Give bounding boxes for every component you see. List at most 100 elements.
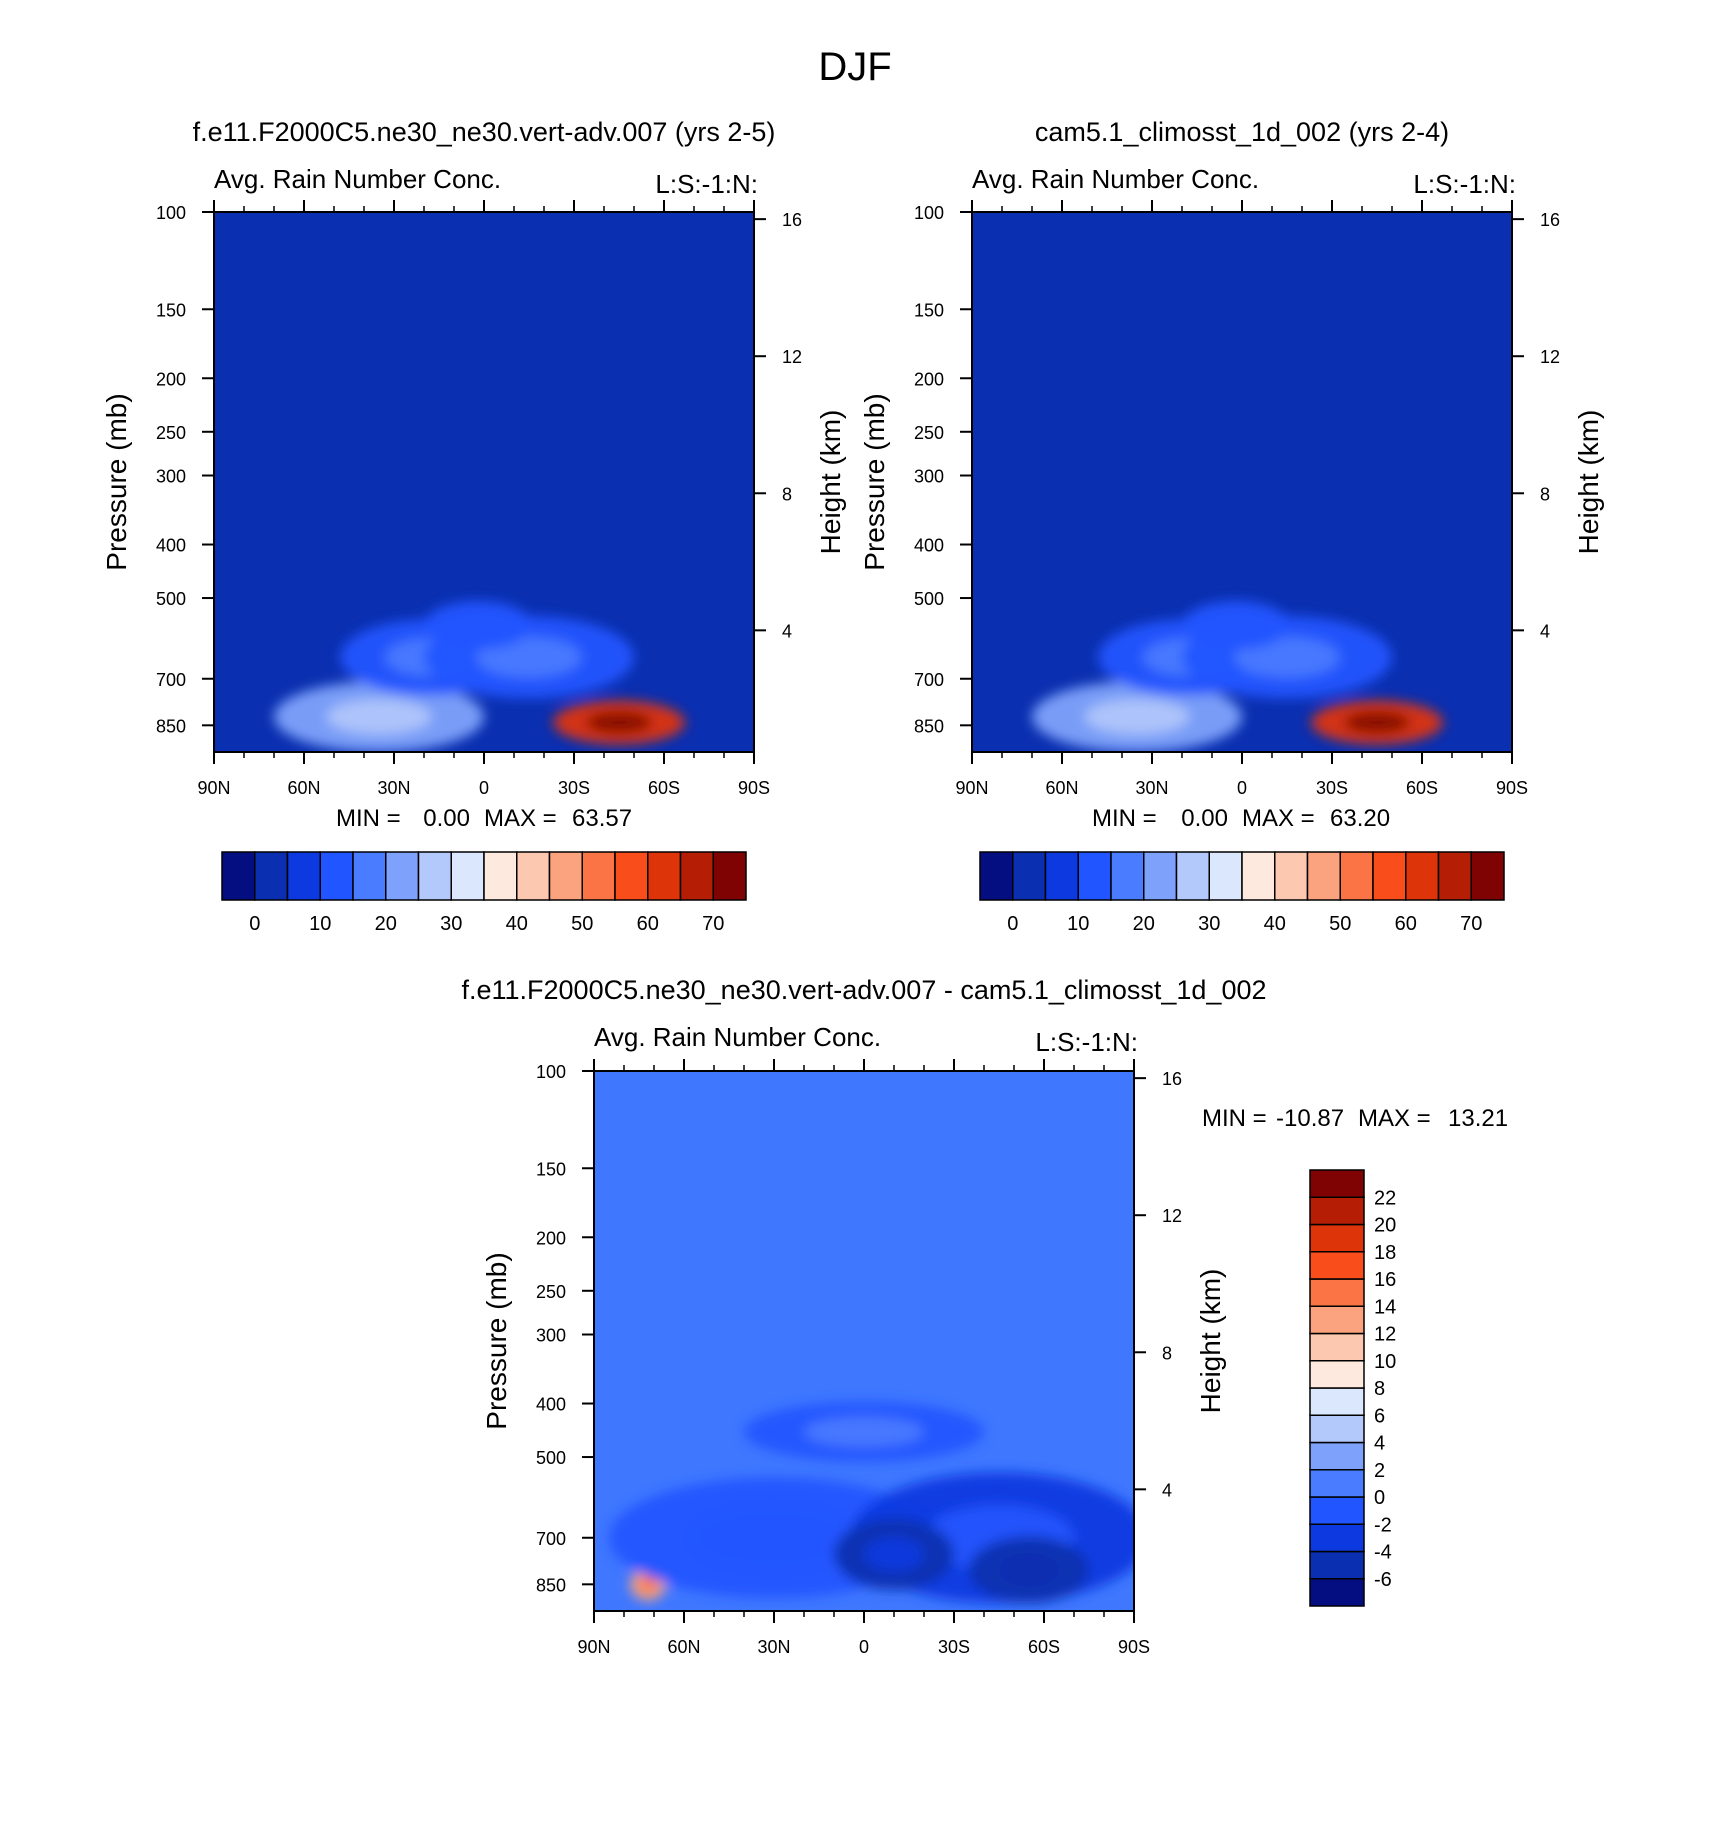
panel-1-x-tick-label-4: 30S — [558, 778, 590, 798]
panel-2-colorbar-label-4: 40 — [1264, 913, 1286, 935]
panel-2-colorbar-label-6: 60 — [1395, 913, 1417, 935]
panel-3-x-tick-label-2: 30N — [757, 1637, 790, 1657]
panel-1-colorbar-box-2 — [286, 851, 321, 901]
panel-1-title-right: L:S:-1:N: — [655, 169, 758, 199]
panel-2-x-tick-label-5: 60S — [1406, 778, 1438, 798]
panel-1-y-tick-label-5: 400 — [156, 536, 186, 556]
panel-3-y-tick-label-0: 100 — [536, 1062, 566, 1082]
panel-2-region-3-core — [1209, 613, 1263, 638]
panel-2-y-tick-label-2: 200 — [914, 369, 944, 389]
panel-3-colorbar-label-12: -2 — [1374, 1514, 1392, 1536]
panel-2-colorbar-box-7 — [1208, 851, 1243, 901]
panel-3-colorbar-label-10: 2 — [1374, 1460, 1385, 1482]
panel-1-region-0-core — [326, 699, 432, 735]
panel-1-height-tick-label-1: 12 — [782, 347, 802, 367]
panel-2-colorbar-label-3: 30 — [1198, 913, 1220, 935]
figure-title: DJF — [818, 45, 891, 89]
panel-3-colorbar-label-9: 4 — [1374, 1433, 1385, 1455]
panel-3-max-value: 13.21 — [1448, 1105, 1508, 1132]
panel-1-region-3-core — [451, 613, 505, 638]
panel-3-title-right: L:S:-1:N: — [1035, 1027, 1138, 1057]
panel-1-y-tick-label-0: 100 — [156, 203, 186, 223]
panel-3-colorbar-box-7 — [1309, 1387, 1365, 1416]
panel-1-case-title: f.e11.F2000C5.ne30_ne30.vert-adv.007 (yr… — [193, 117, 776, 147]
panel-2-colorbar-label-7: 70 — [1460, 913, 1482, 935]
panel-2-y-tick-label-7: 700 — [914, 670, 944, 690]
panel-2-colorbar-box-0 — [979, 851, 1014, 901]
panel-3-y-tick-label-2: 200 — [536, 1228, 566, 1248]
panel-2-x-tick-label-0: 90N — [955, 778, 988, 798]
panel-2-x-ticks: 90N 60N 30N 0 30S 60S 90S — [955, 200, 1528, 798]
panel-3-colorbar-box-15 — [1309, 1169, 1365, 1198]
panel-1-colorbar-label-6: 60 — [637, 913, 659, 935]
panel-2-colorbar: 0 10 20 30 40 50 60 70 — [979, 851, 1505, 935]
panel-2-colorbar-label-1: 10 — [1067, 913, 1089, 935]
panel-1-colorbar-label-0: 0 — [249, 913, 260, 935]
panel-2-colorbar-box-10 — [1306, 851, 1341, 901]
panel-1-x-tick-label-2: 30N — [377, 778, 410, 798]
panel-3-title-left: Avg. Rain Number Conc. — [594, 1022, 881, 1052]
panel-3-colorbar-box-5 — [1309, 1441, 1365, 1471]
panel-2-y-tick-label-4: 300 — [914, 467, 944, 487]
panel-3-case-title: f.e11.F2000C5.ne30_ne30.vert-adv.007 - c… — [461, 975, 1266, 1005]
panel-1-colorbar-label-2: 20 — [375, 913, 397, 935]
panel-3-colorbar-label-5: 12 — [1374, 1324, 1396, 1346]
panel-1-colorbar-box-0 — [221, 851, 256, 901]
panel-1-colorbar-box-3 — [319, 851, 354, 901]
panel-1-colorbar: 0 10 20 30 40 50 60 70 — [221, 851, 747, 935]
panel-3-colorbar-label-13: -4 — [1374, 1542, 1392, 1564]
panel-1-height-ticks: 16 12 8 4 — [754, 210, 802, 641]
panel-1-colorbar-box-12 — [614, 851, 649, 901]
panel-1-colorbar-box-5 — [385, 851, 420, 901]
panel-1-colorbar-label-3: 30 — [440, 913, 462, 935]
panel-3-y-tick-label-6: 500 — [536, 1448, 566, 1468]
panel-2-y-tick-label-5: 400 — [914, 536, 944, 556]
panel-3-x-tick-label-1: 60N — [667, 1637, 700, 1657]
panel-3-colorbar-box-8 — [1309, 1360, 1365, 1389]
panel-2-colorbar-box-4 — [1110, 851, 1145, 901]
panel-2-max-value: 63.20 — [1330, 805, 1390, 832]
panel-3-colorbar-box-12 — [1309, 1251, 1365, 1280]
panel-1-min-value: 0.00 — [423, 805, 470, 832]
panel-3-max-label: MAX = — [1358, 1105, 1431, 1132]
panel-3-field — [609, 1401, 1134, 1604]
panel-3-ylabel-right: Height (km) — [1195, 1269, 1226, 1414]
panel-1-colorbar-box-7 — [450, 851, 485, 901]
panel-1-colorbar-box-4 — [352, 851, 387, 901]
panel-3-colorbar-box-9 — [1309, 1332, 1365, 1362]
panel-2-colorbar-box-9 — [1274, 851, 1309, 901]
panel-3-colorbar-label-1: 20 — [1374, 1215, 1396, 1237]
panel-3-x-tick-label-3: 0 — [859, 1637, 869, 1657]
panel-3-height-tick-label-3: 4 — [1162, 1480, 1172, 1500]
panel-2-x-tick-label-2: 30N — [1135, 778, 1168, 798]
panel-1-colorbar-label-5: 50 — [571, 913, 593, 935]
panel-1-ylabel-right: Height (km) — [815, 410, 846, 555]
panel-2-y-tick-label-6: 500 — [914, 589, 944, 609]
panel-2-colorbar-box-14 — [1437, 851, 1472, 901]
panel-1-height-tick-label-2: 8 — [782, 484, 792, 504]
panel-3-x-tick-label-4: 30S — [938, 1637, 970, 1657]
panel-3-height-ticks: 16 12 8 4 — [1134, 1069, 1182, 1500]
panel-1-colorbar-box-1 — [254, 851, 289, 901]
panel-2-y-tick-label-0: 100 — [914, 203, 944, 223]
panel-3-region-5-core — [804, 1416, 924, 1447]
panel-1-x-tick-label-5: 60S — [648, 778, 680, 798]
panel-3-x-tick-label-5: 60S — [1028, 1637, 1060, 1657]
panel-3-colorbar-box-1 — [1309, 1550, 1365, 1580]
panel-3-x-ticks: 90N 60N 30N 0 30S 60S 90S — [577, 1059, 1150, 1657]
panel-2-colorbar-box-8 — [1241, 851, 1276, 901]
panel-3-region-4-core — [999, 1553, 1059, 1587]
panel-3-colorbar-box-6 — [1309, 1414, 1365, 1444]
panel-3-y-tick-label-8: 850 — [536, 1575, 566, 1595]
panel-1-x-tick-label-3: 0 — [479, 778, 489, 798]
panel-1-y-tick-label-3: 250 — [156, 423, 186, 443]
panel-3-colorbar-box-14 — [1309, 1196, 1365, 1226]
panel-1-colorbar-label-4: 40 — [506, 913, 528, 935]
panel-1-colorbar-label-7: 70 — [702, 913, 724, 935]
panel-2-y-tick-label-8: 850 — [914, 716, 944, 736]
panel-1-y-tick-label-7: 700 — [156, 670, 186, 690]
panel-3-colorbar-label-0: 22 — [1374, 1187, 1396, 1209]
panel-2-height-tick-label-0: 16 — [1540, 210, 1560, 230]
panel-3-colorbar-label-7: 8 — [1374, 1378, 1385, 1400]
